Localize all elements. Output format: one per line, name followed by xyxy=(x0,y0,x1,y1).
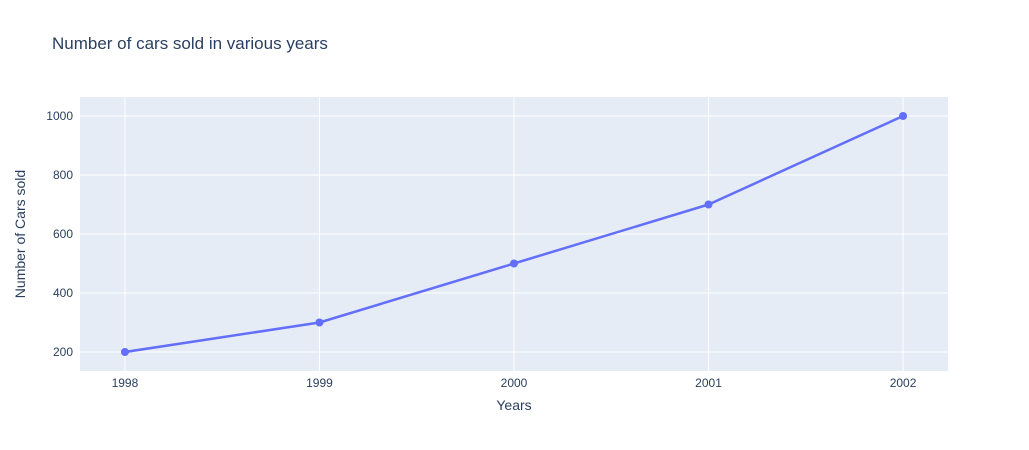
y-tick-label: 800 xyxy=(53,168,73,182)
x-axis-title: Years xyxy=(496,397,532,413)
y-tick-label: 200 xyxy=(53,345,73,359)
x-tick-label: 2002 xyxy=(890,376,917,390)
y-tick-label: 400 xyxy=(53,286,73,300)
y-tick-label: 1000 xyxy=(46,109,73,123)
x-tick-label: 1998 xyxy=(112,376,139,390)
data-point[interactable] xyxy=(120,348,129,357)
chart-title: Number of cars sold in various years xyxy=(52,34,328,53)
data-point[interactable] xyxy=(899,111,908,120)
data-point[interactable] xyxy=(315,318,324,327)
data-point[interactable] xyxy=(704,200,713,209)
data-point[interactable] xyxy=(510,259,518,268)
y-tick-label: 600 xyxy=(53,227,73,241)
x-tick-label: 2001 xyxy=(695,376,722,390)
x-tick-label: 1999 xyxy=(306,376,333,390)
x-tick-label: 2000 xyxy=(501,376,528,390)
